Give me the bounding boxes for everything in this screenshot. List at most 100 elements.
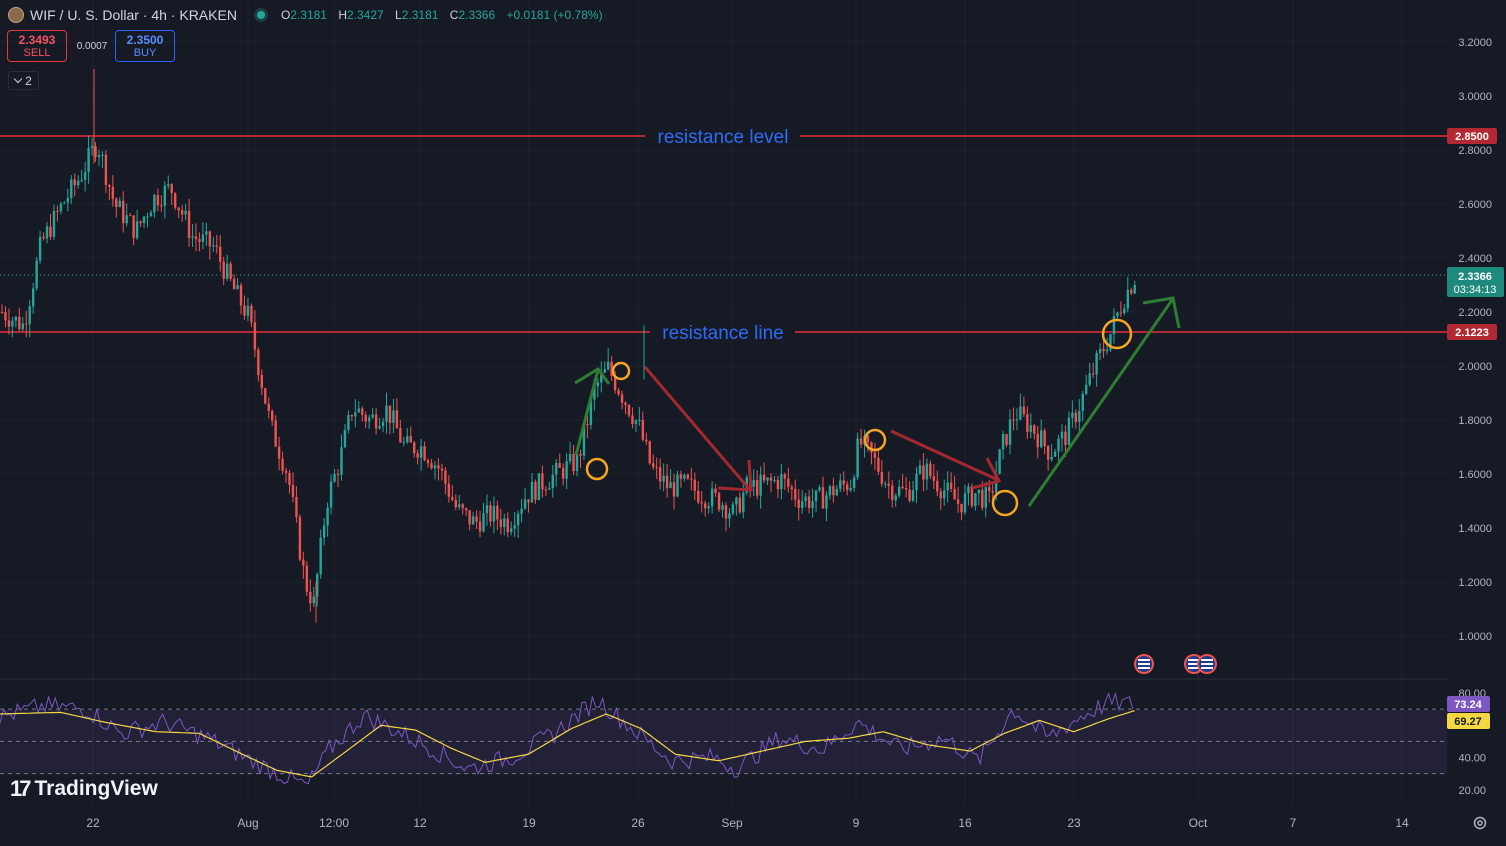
resistance-line-label: resistance line [662, 323, 783, 344]
candle-body [859, 438, 863, 445]
candle-body [295, 496, 298, 518]
candle-body [1105, 349, 1109, 352]
candle-body [596, 382, 600, 387]
candle-body [454, 499, 457, 508]
candle-body [499, 519, 503, 527]
economic-events[interactable] [1134, 654, 1217, 674]
candle-body [849, 488, 852, 491]
rsi-line [0, 691, 1134, 785]
candle-body [413, 442, 416, 454]
rsi-bands [0, 708, 1447, 775]
candle-body [38, 236, 42, 261]
us-flag-icon[interactable] [1197, 654, 1217, 674]
market-status-icon[interactable] [256, 11, 265, 19]
rsi-tick-label: 20.00 [1458, 785, 1486, 797]
candle-body [260, 375, 263, 389]
candle-body [523, 499, 527, 509]
sell-price: 2.3493 [18, 33, 56, 47]
candle-body [222, 261, 225, 279]
last-price-tag-text: 2.3366 [1458, 271, 1492, 283]
highlight-circle-2 [611, 361, 631, 381]
candle-body [572, 453, 575, 472]
symbol-header[interactable]: WIF / U. S. Dollar · 4h · KRAKEN O2.3181… [8, 6, 603, 24]
candle-body [710, 488, 714, 507]
candle-body [257, 349, 260, 376]
candle-body [842, 480, 845, 485]
candle-body [755, 480, 759, 496]
up-arrow-2-shaft [1027, 299, 1174, 507]
symbol-title[interactable]: WIF / U. S. Dollar · 4h · KRAKEN [30, 7, 237, 23]
candle-body [59, 203, 63, 212]
candle-body [1088, 373, 1091, 385]
candle-body [665, 475, 669, 489]
resistance-line-tag [1447, 324, 1497, 340]
candle-body [735, 497, 738, 505]
candle-body [42, 236, 45, 239]
down-arrow-2-head [971, 457, 1002, 490]
buy-button[interactable]: 2.3500 BUY [115, 30, 175, 62]
us-flag-icon[interactable] [1134, 654, 1154, 674]
candle-body [797, 499, 800, 509]
candle-body [291, 484, 295, 497]
candle-body [1067, 417, 1071, 445]
candle-body [385, 405, 388, 422]
candle-body [1091, 373, 1095, 375]
candle-body [1102, 348, 1105, 352]
candle-body [406, 436, 409, 442]
candle-body [828, 486, 832, 496]
candle-body [870, 442, 873, 453]
candle-body [707, 506, 710, 509]
resistance-line-tag-text: 2.1223 [1455, 327, 1489, 339]
candle-body [118, 200, 121, 207]
low-value: 2.3181 [401, 8, 439, 22]
time-tick-label: 23 [1067, 816, 1081, 830]
candle-body [496, 505, 499, 520]
chevron-down-icon [13, 74, 23, 83]
candle-body [1064, 431, 1067, 445]
candle-body [146, 216, 149, 218]
candle-body [471, 516, 475, 525]
candle-body [115, 198, 118, 207]
candle-body [693, 479, 696, 491]
candle-body [478, 521, 482, 532]
up-arrow-1-shaft [574, 369, 600, 456]
candle-body [322, 525, 326, 538]
tradingview-logo[interactable]: 17 TradingView [10, 776, 158, 802]
highlight-circle-1 [585, 457, 609, 481]
candle-body [939, 491, 942, 499]
gear-icon[interactable] [1472, 815, 1488, 831]
candle-body [631, 415, 634, 424]
candle-body [31, 288, 35, 307]
candle-body [884, 483, 887, 485]
candle-body [111, 186, 115, 199]
down-arrow-2-shaft [890, 429, 999, 482]
candle-body [1123, 308, 1126, 314]
candle-body [142, 216, 146, 224]
candle-body [14, 316, 18, 321]
candle-body [440, 468, 444, 471]
candle-body [658, 467, 662, 482]
candle-body [790, 486, 793, 490]
time-tick-label: 14 [1395, 816, 1409, 830]
candle-body [655, 467, 658, 469]
time-axis[interactable]: 22 Aug 12:00 12 19 26 Sep 9 16 23 Oct 7 14 [86, 816, 1409, 830]
candle-body [1126, 289, 1129, 309]
candle-body [215, 245, 218, 247]
time-tick-label: 16 [958, 816, 972, 830]
candles [0, 69, 1136, 623]
candle-body [731, 504, 735, 514]
candle-body [170, 184, 173, 194]
indicators-toggle-button[interactable]: 2 [8, 71, 39, 90]
sell-label: SELL [23, 47, 51, 59]
price-axis[interactable]: 3.2000 3.0000 2.8000 2.6000 2.4000 2.2000 2.00… [1458, 37, 1492, 643]
candle-body [319, 537, 322, 575]
candle-body [918, 465, 922, 474]
sell-button[interactable]: 2.3493 SELL [7, 30, 67, 62]
candle-body [679, 474, 683, 479]
candle-body [555, 463, 558, 475]
candle-body [122, 200, 125, 224]
candle-body [1005, 434, 1008, 445]
time-tick-label: 19 [522, 816, 536, 830]
candle-body [73, 179, 76, 186]
